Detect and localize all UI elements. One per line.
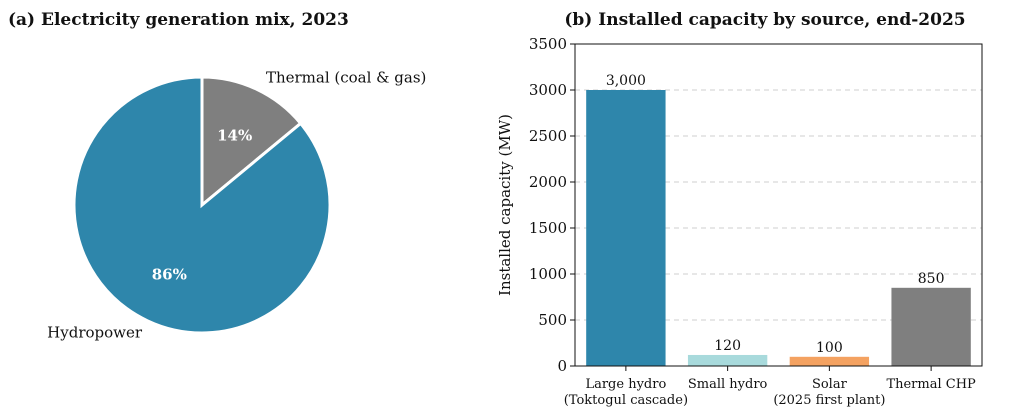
bar-plot-frame: [574, 43, 983, 367]
bar-value-label: 3,000: [606, 73, 646, 89]
x-tick-label: (2025 first plant): [773, 393, 885, 408]
x-tick-label: (Toktogul cascade): [564, 393, 688, 408]
x-tick-label: Thermal CHP: [886, 377, 976, 392]
pie-category-label: Hydropower: [47, 323, 143, 341]
pie-pct-label: 86%: [152, 265, 187, 283]
bar-3: [891, 287, 971, 366]
pie-pct-label: 14%: [217, 127, 252, 145]
y-tick-label: 3000: [529, 81, 567, 99]
pie-slice-hydropower: [72, 75, 332, 335]
bar-panel: (b) Installed capacity by source, end-20…: [496, 10, 983, 408]
bar-bars: [586, 90, 971, 366]
pie-labels: 14% Thermal (coal & gas) 86% Hydropower: [47, 69, 426, 342]
bar-y-ticks: 0 500 1000 1500 2000 2500 3000 3500: [529, 35, 575, 375]
bar-value-label: 850: [918, 271, 945, 287]
pie-title: (a) Electricity generation mix, 2023: [8, 10, 349, 30]
y-tick-label: 2000: [529, 173, 567, 191]
pie-category-label: Thermal (coal & gas): [266, 69, 426, 87]
bar-value-label: 100: [816, 340, 843, 356]
bar-x-ticks: Large hydro(Toktogul cascade)Small hydro…: [564, 366, 976, 408]
y-tick-label: 2500: [529, 127, 567, 145]
bar-title: (b) Installed capacity by source, end-20…: [564, 10, 965, 30]
bar-value-label: 120: [714, 338, 741, 354]
bar-1: [687, 354, 768, 366]
pie-panel: (a) Electricity generation mix, 2023 14%…: [8, 10, 426, 341]
bar-0: [586, 90, 666, 366]
y-tick-label: 3500: [529, 35, 567, 53]
x-tick-label: Solar: [812, 377, 848, 392]
bar-2: [789, 356, 870, 366]
y-tick-label: 1000: [529, 265, 567, 283]
y-tick-label: 0: [557, 357, 567, 375]
bar-value-labels: 3,000 120 100 850: [606, 73, 945, 356]
x-tick-label: Small hydro: [688, 377, 768, 392]
bar-y-axis-label: Installed capacity (MW): [496, 114, 514, 296]
pie-slice-thermal: [200, 75, 303, 209]
pie-slices: [72, 75, 332, 335]
y-tick-label: 1500: [529, 219, 567, 237]
x-tick-label: Large hydro: [585, 377, 666, 392]
y-tick-label: 500: [538, 311, 567, 329]
